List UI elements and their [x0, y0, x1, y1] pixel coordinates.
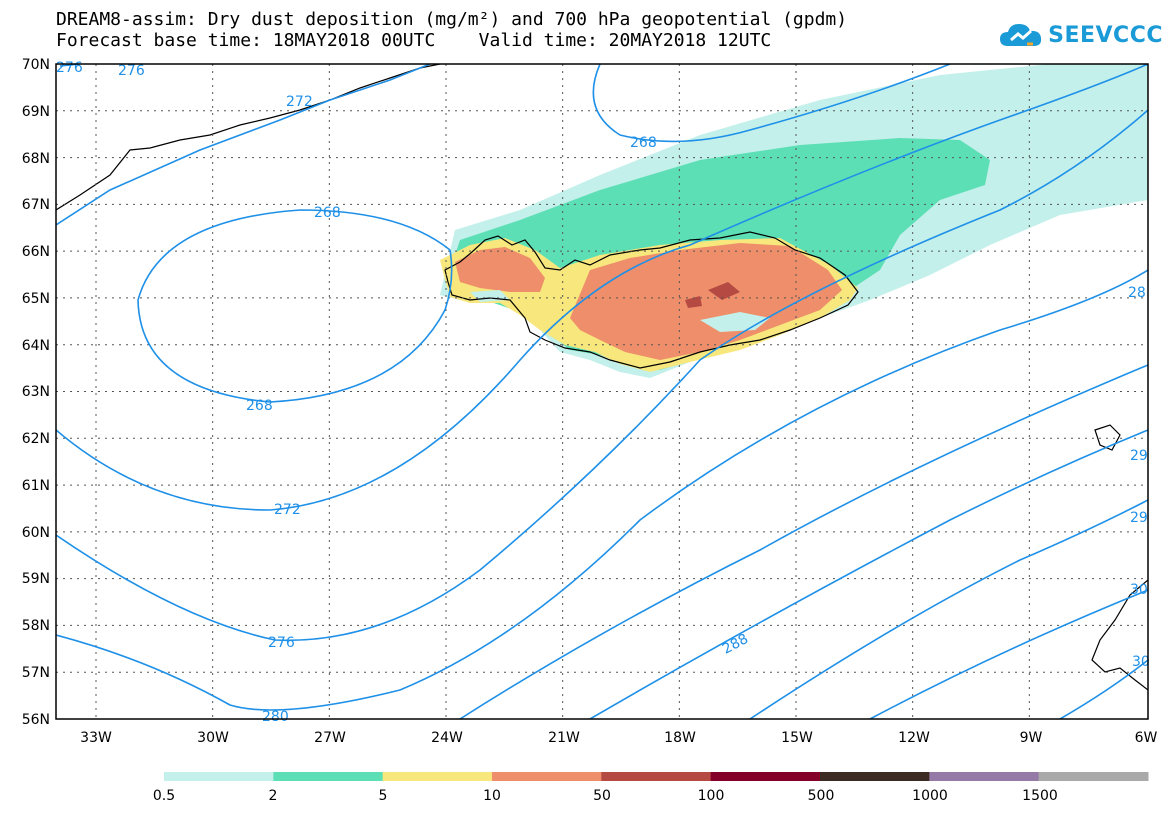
colorbar-labels: 0.5 2 5 10 50 100 500 1000 1500	[153, 788, 1058, 804]
colorbar-label: 1000	[912, 788, 948, 804]
map-subtitle: Forecast base time: 18MAY2018 00UTC Vali…	[56, 30, 772, 51]
lon-label: 21W	[548, 730, 580, 746]
contour-label: 276	[118, 63, 145, 79]
greenland-coastline	[56, 64, 441, 211]
colorbar-label: 50	[593, 788, 611, 804]
lat-label: 70N	[22, 57, 50, 73]
colorbar-swatch	[601, 772, 712, 781]
plot-frame	[55, 63, 1149, 720]
contour-line	[56, 64, 431, 226]
contour-line	[869, 589, 1148, 719]
contour-label: 29	[1130, 510, 1148, 526]
lat-label: 69N	[22, 104, 50, 120]
colorbar-label: 5	[379, 788, 388, 804]
lat-axis-labels: 70N 69N 68N 67N 66N 65N 64N 63N 62N 61N …	[22, 57, 50, 728]
lat-label: 59N	[22, 571, 50, 587]
lat-label: 63N	[22, 384, 50, 400]
colorbar-label: 500	[808, 788, 835, 804]
lat-label: 68N	[22, 151, 50, 167]
lon-label: 9W	[1020, 730, 1043, 746]
colorbar-swatch	[273, 772, 384, 781]
colorbar-swatch	[710, 772, 821, 781]
contour-line	[592, 64, 951, 143]
contour-label: 276	[56, 60, 83, 76]
map-title: DREAM8-assim: Dry dust deposition (mg/m²…	[56, 9, 848, 30]
lon-label: 27W	[314, 730, 346, 746]
contour-label: 272	[286, 94, 313, 110]
contour-label: 272	[274, 502, 301, 518]
lon-label: 12W	[898, 730, 930, 746]
lat-label: 62N	[22, 431, 50, 447]
lat-label: 67N	[22, 197, 50, 213]
contour-label: 268	[630, 135, 657, 151]
contour-label: 268	[246, 398, 273, 414]
contour-line	[56, 64, 1148, 511]
contour-line	[1059, 659, 1148, 719]
contour-line	[589, 429, 1148, 719]
colorbar-label: 10	[483, 788, 501, 804]
lat-label: 60N	[22, 525, 50, 541]
lon-label: 24W	[431, 730, 463, 746]
contour-line	[749, 499, 1148, 719]
contour-label: 30	[1132, 654, 1150, 670]
lon-label: 18W	[664, 730, 696, 746]
contour-label: 30	[1130, 582, 1148, 598]
contour-label: 29	[1130, 448, 1148, 464]
contour-label: 276	[268, 635, 295, 651]
iceland-coastline	[444, 231, 859, 369]
colorbar-swatch	[1038, 772, 1149, 781]
contour-labels: 276 276 272 268 268 268 272 276 280 288 …	[56, 60, 1150, 725]
colorbar-label: 100	[698, 788, 725, 804]
contour-line	[56, 269, 1148, 711]
contour-label: 288	[720, 631, 751, 658]
scotland-coastline	[1091, 579, 1148, 691]
colorbar-label: 2	[269, 788, 278, 804]
deposition-shading	[440, 64, 1148, 378]
contour-label: 28	[1128, 285, 1146, 301]
lat-label: 66N	[22, 244, 50, 260]
deposition-50-area	[685, 282, 740, 308]
colorbar	[164, 772, 1149, 781]
logo-text: SEEVCCC	[1048, 22, 1163, 48]
colorbar-label: 0.5	[153, 788, 175, 804]
colorbar-swatch	[820, 772, 930, 781]
cloud-icon	[1000, 24, 1042, 46]
lat-label: 57N	[22, 665, 50, 681]
contour-label: 280	[262, 709, 289, 725]
lat-label: 61N	[22, 478, 50, 494]
lon-label: 6W	[1135, 730, 1158, 746]
colorbar-swatch	[164, 772, 274, 781]
lat-label: 64N	[22, 338, 50, 354]
contour-line	[56, 109, 1148, 642]
colorbar-swatch	[929, 772, 1040, 781]
colorbar-swatch	[382, 772, 493, 781]
lat-label: 58N	[22, 618, 50, 634]
colorbar-label: 1500	[1022, 788, 1058, 804]
lat-label: 65N	[22, 291, 50, 307]
lon-axis-labels: 33W 30W 27W 24W 21W 18W 15W 12W 9W 6W	[80, 730, 1157, 746]
contour-label: 268	[314, 205, 341, 221]
lon-label: 15W	[781, 730, 813, 746]
lon-label: 33W	[80, 730, 112, 746]
contour-line	[459, 364, 1148, 719]
lat-label: 56N	[22, 712, 50, 728]
deposition-low-patch	[470, 290, 770, 332]
graticule	[56, 64, 1148, 719]
colorbar-swatch	[492, 772, 602, 781]
seevccc-logo: SEEVCCC	[998, 20, 1163, 50]
geopotential-contours	[56, 64, 1148, 719]
contour-line	[137, 209, 453, 403]
lon-label: 30W	[197, 730, 229, 746]
